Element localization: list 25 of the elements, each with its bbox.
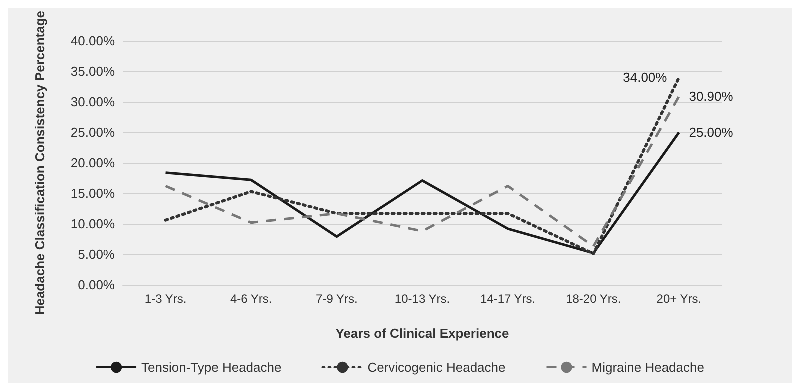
x-tick-label: 18-20 Yrs. (566, 292, 622, 306)
y-axis-title: Headache Classification Consistency Percentage (32, 10, 48, 316)
x-tick-label: 10-13 Yrs. (394, 292, 450, 306)
y-tick-label: 0.00% (78, 278, 116, 292)
data-label: 30.90% (689, 89, 734, 104)
x-axis-title: Years of Clinical Experience (336, 326, 510, 341)
y-tick-label: 35.00% (70, 64, 116, 80)
y-tick-label: 30.00% (70, 94, 116, 110)
x-tick-label: 14-17 Yrs. (480, 292, 536, 306)
y-tick-label: 15.00% (70, 186, 116, 202)
y-tick-label: 20.00% (70, 156, 116, 171)
y-tick-label: 40.00% (70, 34, 116, 49)
legend-label: Migraine Headache (592, 360, 704, 375)
data-label: 25.00% (689, 125, 734, 140)
y-tick-label: 5.00% (78, 247, 116, 262)
legend-label: Tension-Type Headache (142, 360, 282, 375)
x-tick-label: 7-9 Yrs. (316, 292, 358, 306)
line-series (164, 131, 680, 255)
x-tick-label: 4-6 Yrs. (230, 292, 272, 306)
y-tick-label: 10.00% (70, 216, 116, 232)
x-tick-label: 20+ Yrs. (656, 292, 702, 306)
x-tick-label: 1-3 Yrs. (144, 292, 187, 306)
y-tick-label: 25.00% (70, 125, 116, 140)
data-label: 34.00% (623, 70, 668, 86)
legend-label: Cervicogenic Headache (368, 360, 506, 375)
